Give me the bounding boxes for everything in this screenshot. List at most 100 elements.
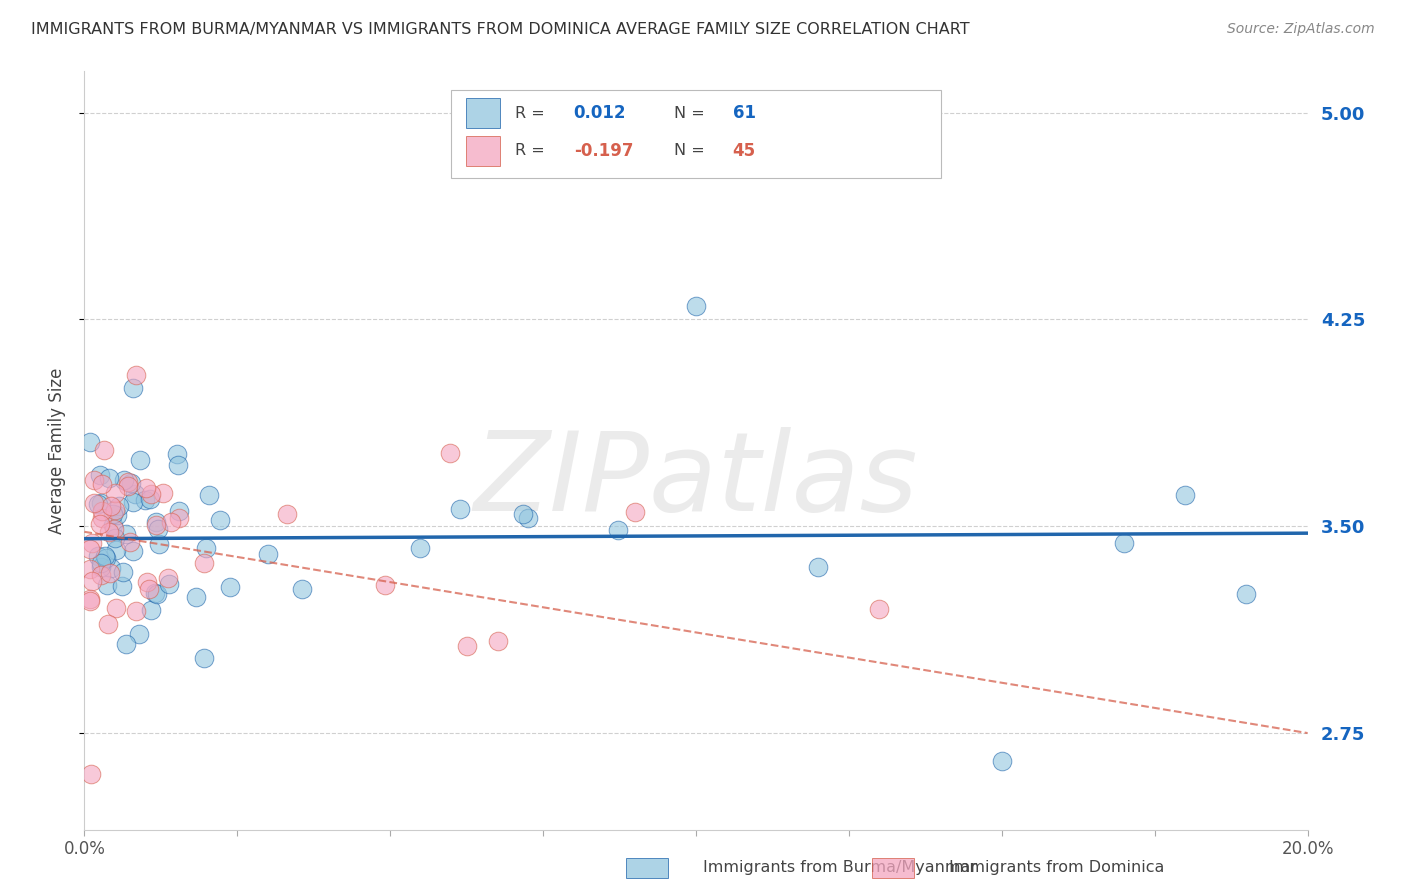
Point <box>143 586 166 600</box>
Point <box>152 486 174 500</box>
Y-axis label: Average Family Size: Average Family Size <box>48 368 66 533</box>
Point <box>86 549 108 563</box>
Point <box>114 637 136 651</box>
Point <box>184 590 207 604</box>
Text: 0.012: 0.012 <box>574 104 626 122</box>
Bar <box>465 98 501 128</box>
Point <box>86 497 108 511</box>
Bar <box>465 136 501 166</box>
Point <box>291 582 314 596</box>
Point <box>456 640 478 654</box>
Point <box>138 582 160 596</box>
Point <box>160 515 183 529</box>
Point <box>103 503 125 517</box>
Text: Immigrants from Dominica: Immigrants from Dominica <box>949 860 1164 874</box>
Text: 45: 45 <box>733 142 756 160</box>
Point <box>134 493 156 508</box>
Point <box>194 541 217 555</box>
Text: -0.197: -0.197 <box>574 142 633 160</box>
Point <box>209 513 232 527</box>
Point <box>111 566 134 580</box>
Point <box>100 561 122 575</box>
Point <box>104 600 127 615</box>
Point <box>91 504 114 518</box>
Point <box>145 518 167 533</box>
Point <box>90 476 112 491</box>
Point <box>96 578 118 592</box>
Text: Immigrants from Burma/Myanmar: Immigrants from Burma/Myanmar <box>703 860 977 874</box>
Point <box>991 754 1014 768</box>
Point <box>115 527 138 541</box>
Point <box>104 531 127 545</box>
Point <box>409 541 432 555</box>
Point <box>97 471 120 485</box>
Point <box>108 499 131 513</box>
Point <box>91 511 114 525</box>
Point <box>128 453 150 467</box>
Point <box>80 536 103 550</box>
Point <box>128 626 150 640</box>
Point <box>193 556 215 570</box>
Point <box>120 535 142 549</box>
Point <box>122 495 145 509</box>
Point <box>103 518 125 533</box>
Point <box>512 507 534 521</box>
Point <box>122 381 145 395</box>
Point <box>439 446 461 460</box>
Point <box>624 505 647 519</box>
Point <box>374 578 396 592</box>
Text: N =: N = <box>673 144 710 159</box>
Point <box>122 543 145 558</box>
Point <box>89 517 111 532</box>
Point <box>98 566 121 580</box>
Point <box>138 492 160 507</box>
Point <box>148 537 170 551</box>
Point <box>83 495 105 509</box>
Point <box>94 549 117 563</box>
Point <box>145 516 167 530</box>
Point <box>117 479 139 493</box>
Point <box>146 587 169 601</box>
Point <box>166 447 188 461</box>
Point <box>120 476 142 491</box>
Point <box>103 522 125 536</box>
Point <box>136 575 159 590</box>
Point <box>97 524 120 539</box>
Text: R =: R = <box>515 144 550 159</box>
Point <box>146 522 169 536</box>
Point <box>869 602 891 616</box>
Point <box>90 496 112 510</box>
FancyBboxPatch shape <box>451 90 941 178</box>
Point <box>100 500 122 514</box>
Point <box>486 633 509 648</box>
Point <box>111 579 134 593</box>
Text: Source: ZipAtlas.com: Source: ZipAtlas.com <box>1227 22 1375 37</box>
Point <box>82 574 104 588</box>
Point <box>135 481 157 495</box>
Point <box>80 767 103 781</box>
Point <box>79 591 101 606</box>
Point <box>101 508 124 522</box>
Point <box>157 576 180 591</box>
Point <box>607 523 630 537</box>
Point <box>198 487 221 501</box>
Point <box>276 507 298 521</box>
Text: ZIPatlas: ZIPatlas <box>474 427 918 534</box>
Point <box>79 541 101 556</box>
Text: 61: 61 <box>733 104 755 122</box>
Point <box>125 368 148 382</box>
Point <box>112 473 135 487</box>
Point <box>449 502 471 516</box>
Point <box>1236 587 1258 601</box>
Point <box>218 580 240 594</box>
Point <box>125 604 148 618</box>
Point <box>79 594 101 608</box>
Point <box>167 458 190 472</box>
Point <box>156 571 179 585</box>
Point <box>169 510 191 524</box>
Point <box>193 651 215 665</box>
Point <box>124 487 146 501</box>
Point <box>1114 535 1136 549</box>
Point <box>89 568 111 582</box>
Point <box>90 559 112 574</box>
